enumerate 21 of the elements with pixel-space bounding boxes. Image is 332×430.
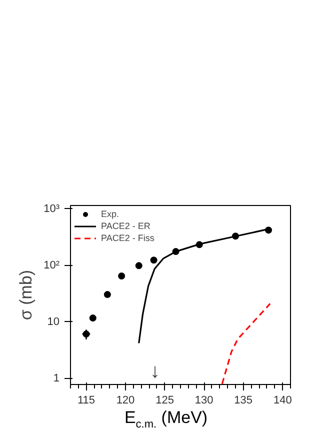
point — [135, 262, 142, 270]
point — [150, 256, 158, 264]
legend-label: PACE2 - ER — [101, 221, 150, 231]
point — [104, 291, 111, 298]
legend-label: PACE2 - Fiss — [101, 233, 154, 243]
x-axis-title: E$_{c.m.}$ (MeV) — [124, 407, 208, 430]
line-series — [221, 302, 271, 384]
x-tick-label: 125 — [156, 394, 174, 406]
x-tick-label: 130 — [194, 394, 214, 406]
x-tick-label: 135 — [234, 394, 253, 406]
annotation: ↓ — [150, 360, 160, 382]
x-tick-label: 140 — [273, 394, 292, 406]
y-tick-label: 10³ — [44, 202, 60, 215]
y-tick-label: 1 — [53, 372, 60, 384]
point — [118, 272, 126, 280]
legend-label: Exp. — [101, 209, 120, 219]
y-tick-label: 10² — [44, 259, 60, 272]
y-axis-title: σ (mb) — [16, 270, 36, 320]
x-tick-label: 115 — [77, 394, 95, 406]
y-tick-label: 10 — [47, 316, 60, 328]
x-tick-label: 120 — [116, 394, 135, 406]
